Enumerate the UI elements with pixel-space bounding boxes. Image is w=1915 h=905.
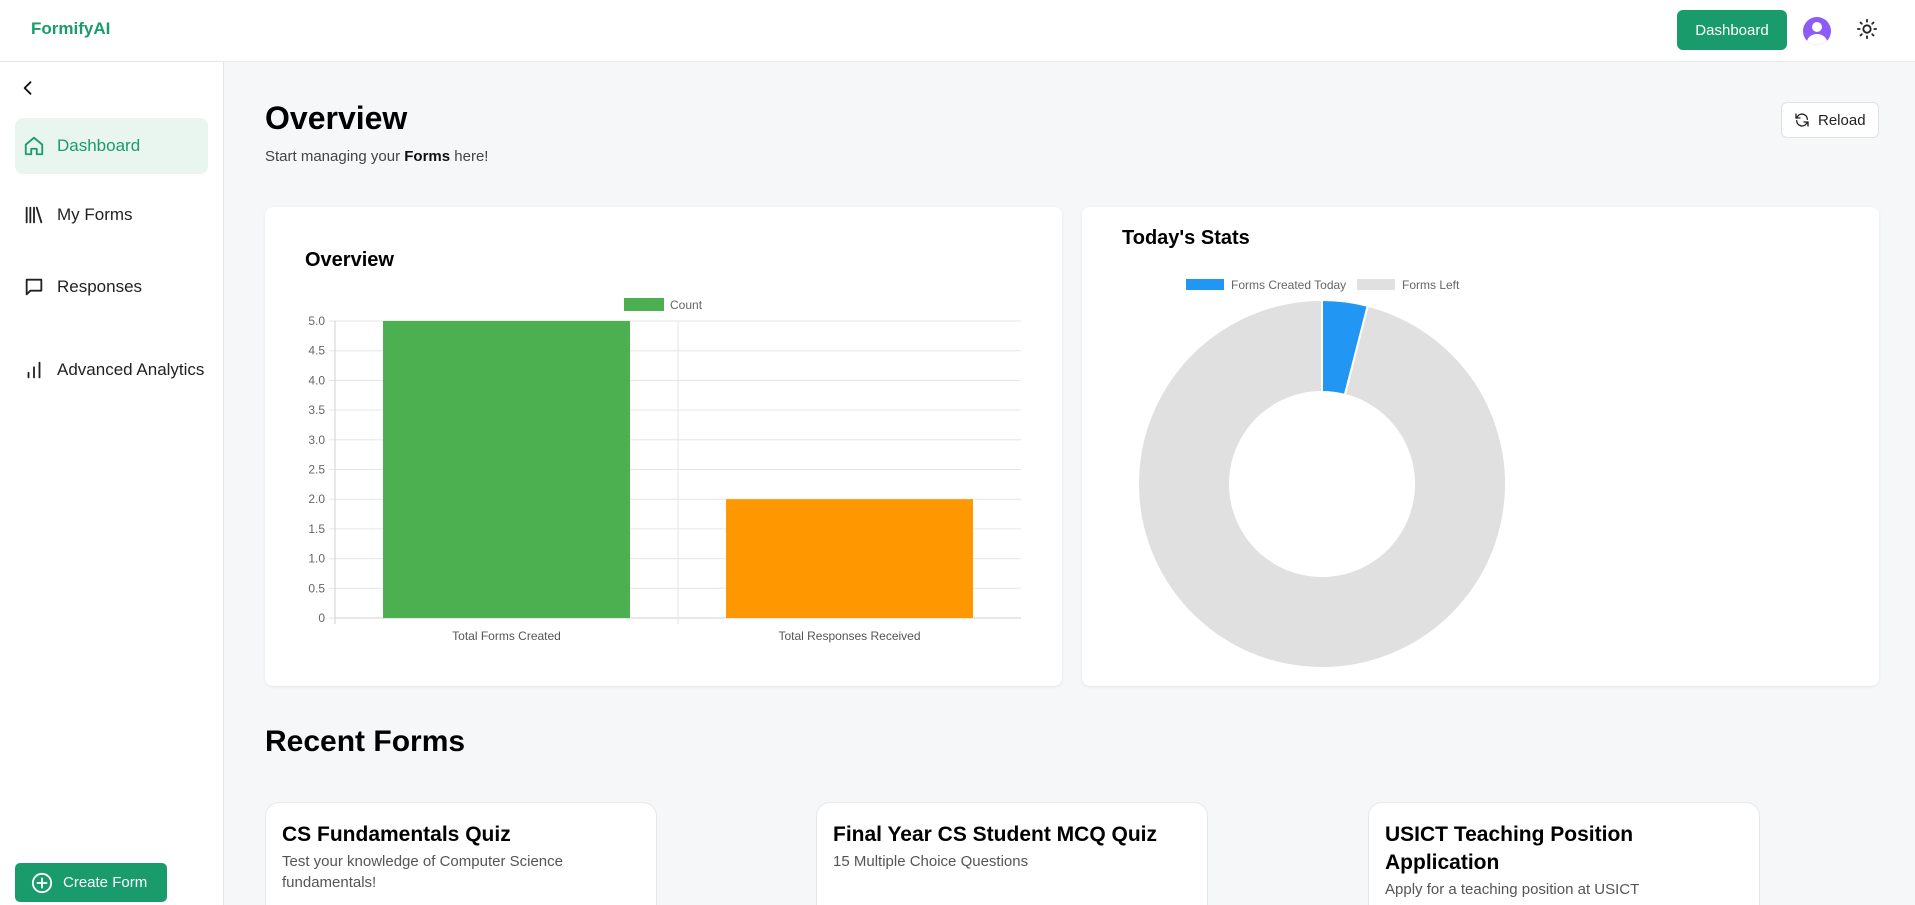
y-tick-label: 3.0: [308, 433, 325, 447]
form-card-title: CS Fundamentals Quiz: [282, 823, 511, 846]
chart-legend: Forms Created Today Forms Left: [1186, 278, 1460, 292]
message-square-icon: [25, 278, 43, 296]
y-tick-label: 0.5: [308, 581, 325, 595]
y-tick-label: 0: [318, 611, 325, 625]
y-tick-label: 1.0: [308, 552, 325, 566]
x-tick-label: Total Responses Received: [778, 629, 920, 643]
sidebar-item-label: My Forms: [57, 205, 133, 224]
legend-label: Forms Left: [1402, 278, 1460, 292]
sidebar-item-my-forms[interactable]: My Forms: [15, 192, 208, 238]
create-form-label: Create Form: [63, 874, 148, 891]
legend-swatch: [1186, 279, 1224, 290]
todays-stats-donut-chart: Forms Created Today Forms Left: [1137, 278, 1507, 669]
x-tick-label: Total Forms Created: [452, 629, 561, 643]
subtitle-suffix: here!: [450, 148, 489, 165]
avatar-body: [1807, 34, 1827, 45]
overview-chart-card: Overview Count 0 0.5 1.0 1.5 2.0 2.5 3.0 3.5 4.0 4…: [265, 207, 1062, 686]
legend-label: Forms Created Today: [1231, 278, 1346, 292]
y-tick-label: 1.5: [308, 522, 325, 536]
y-tick-label: 4.5: [308, 344, 325, 358]
recent-form-card[interactable]: Final Year CS Student MCQ Quiz 15 Multip…: [816, 802, 1208, 905]
recent-form-card[interactable]: USICT Teaching Position Application Appl…: [1368, 802, 1760, 905]
sun-icon[interactable]: [1856, 18, 1878, 40]
reload-label: Reload: [1818, 111, 1866, 129]
sidebar-item-label: Advanced Analytics: [57, 360, 205, 379]
page-title: Overview: [265, 100, 408, 136]
sidebar-item-responses[interactable]: Responses: [15, 264, 208, 310]
subtitle-prefix: Start managing your: [265, 148, 405, 165]
library-icon: [25, 206, 43, 224]
chart-legend: Count: [624, 298, 703, 312]
sidebar: Dashboard My Forms Responses Advanced An…: [0, 62, 224, 905]
todays-stats-title: Today's Stats: [1122, 227, 1250, 249]
sidebar-item-advanced-analytics[interactable]: Advanced Analytics: [15, 342, 208, 398]
overview-chart-title: Overview: [305, 249, 394, 271]
form-card-description: 15 Multiple Choice Questions: [833, 853, 1029, 870]
create-form-button[interactable]: Create Form: [15, 863, 167, 902]
recent-form-card[interactable]: CS Fundamentals Quiz Test your knowledge…: [265, 802, 657, 905]
slice-forms-left: [1137, 298, 1507, 669]
sidebar-item-label: Dashboard: [57, 136, 141, 155]
y-tick-label: 4.0: [308, 373, 325, 387]
user-avatar[interactable]: [1803, 17, 1831, 45]
brand-logo[interactable]: FormifyAI: [31, 19, 111, 38]
y-tick-label: 2.5: [308, 463, 325, 477]
bar-total-responses-received: [726, 499, 973, 618]
form-card-title: Final Year CS Student MCQ Quiz: [833, 823, 1157, 846]
y-tick-label: 2.0: [308, 492, 325, 506]
todays-stats-card: Today's Stats Forms Created Today Forms L…: [1082, 207, 1879, 686]
bar-chart-icon: [27, 361, 41, 379]
form-card-description: Apply for a teaching position at USICT: [1385, 881, 1640, 898]
home-icon: [24, 136, 44, 156]
y-tick-label: 5.0: [308, 314, 325, 328]
form-card-description: Test your knowledge of Computer Science …: [282, 853, 563, 891]
bar-total-forms-created: [383, 321, 630, 618]
legend-swatch: [1357, 279, 1395, 290]
plus-circle-icon: [31, 872, 53, 893]
y-tick-label: 3.5: [308, 403, 325, 417]
reload-button[interactable]: Reload: [1781, 102, 1879, 138]
chevron-left-icon[interactable]: [18, 78, 38, 98]
recent-forms-title: Recent Forms: [265, 725, 466, 758]
sidebar-item-dashboard[interactable]: Dashboard: [15, 118, 208, 174]
overview-bar-chart: Count 0 0.5 1.0 1.5 2.0 2.5 3.0 3.5 4.0 4.5 5.0 Tota…: [308, 298, 1021, 643]
top-bar: FormifyAI Dashboard: [0, 0, 1915, 62]
legend-swatch-count: [624, 298, 664, 311]
header-dashboard-button[interactable]: Dashboard: [1677, 10, 1787, 50]
sidebar-item-label: Responses: [57, 277, 143, 296]
page-subtitle: Start managing your Forms here!: [265, 148, 488, 165]
subtitle-bold: Forms: [404, 148, 451, 165]
form-card-title: USICT Teaching Position Application: [1385, 823, 1634, 874]
legend-label-count: Count: [670, 298, 703, 312]
avatar-head: [1812, 22, 1822, 32]
refresh-icon: [1795, 113, 1809, 127]
